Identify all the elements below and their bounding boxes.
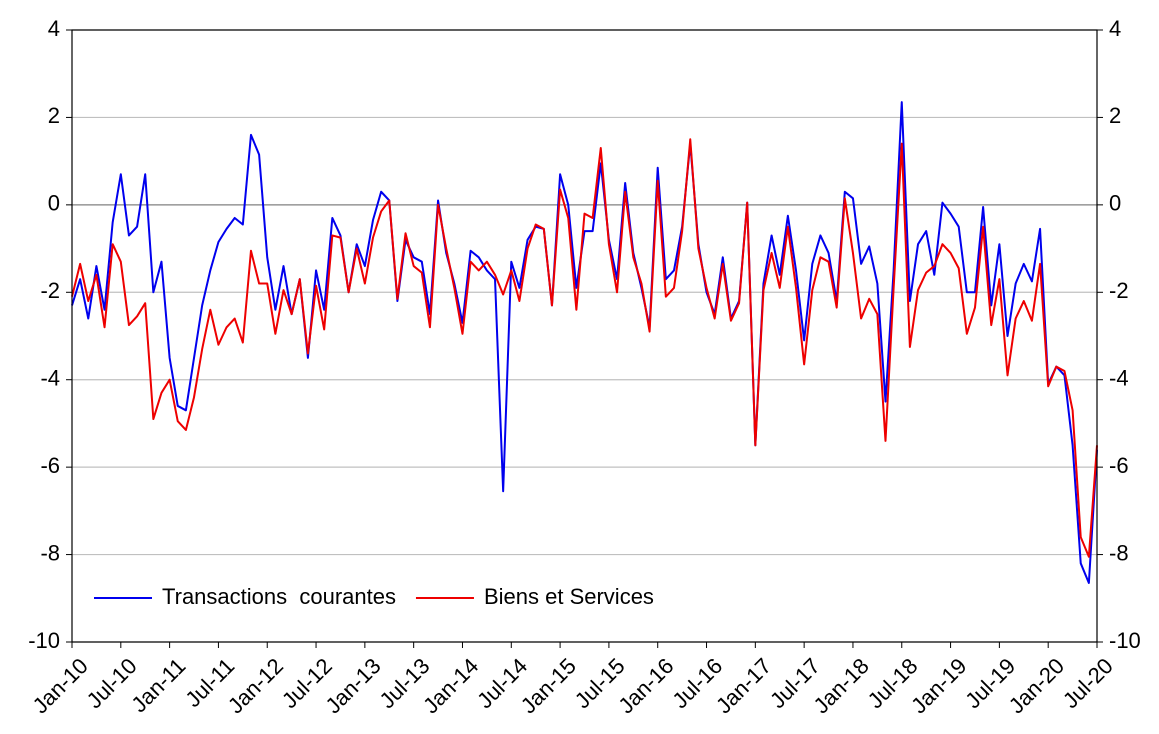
legend-label: Transactions courantes [162, 584, 396, 609]
y2-tick-label: -10 [1109, 628, 1141, 653]
y-tick-label: -2 [40, 278, 60, 303]
y2-tick-label: -4 [1109, 366, 1129, 391]
x-tick-label: Jan-12 [223, 653, 288, 718]
x-tick-label: Jan-10 [28, 653, 93, 718]
y-tick-label: -8 [40, 540, 60, 565]
y2-tick-label: 2 [1109, 103, 1121, 128]
y-tick-label: 0 [48, 191, 60, 216]
y-tick-label: -10 [28, 628, 60, 653]
y2-tick-label: -2 [1109, 278, 1129, 303]
y-tick-label: -6 [40, 453, 60, 478]
y-tick-label: 4 [48, 16, 60, 41]
x-tick-label: Jan-11 [126, 653, 190, 717]
y2-tick-label: -6 [1109, 453, 1129, 478]
y-tick-label: -4 [40, 366, 60, 391]
x-tick-label: Jul-20 [1058, 653, 1118, 713]
x-tick-label: Jan-15 [516, 653, 581, 718]
y-tick-label: 2 [48, 103, 60, 128]
series-line [71, 101, 1098, 584]
x-tick-label: Jan-17 [711, 653, 776, 718]
y2-tick-label: 0 [1109, 191, 1121, 216]
x-tick-label: Jan-19 [906, 653, 971, 718]
x-tick-label: Jan-16 [613, 653, 678, 718]
x-tick-label: Jan-20 [1004, 653, 1069, 718]
plot-frame [71, 29, 1098, 643]
y2-tick-label: 4 [1109, 16, 1121, 41]
x-tick-label: Jan-13 [320, 653, 385, 718]
y2-tick-label: -8 [1109, 540, 1129, 565]
x-tick-label: Jan-18 [809, 653, 874, 718]
x-tick-label: Jan-14 [418, 653, 483, 718]
legend-label: Biens et Services [484, 584, 654, 609]
series-line [71, 138, 1098, 558]
